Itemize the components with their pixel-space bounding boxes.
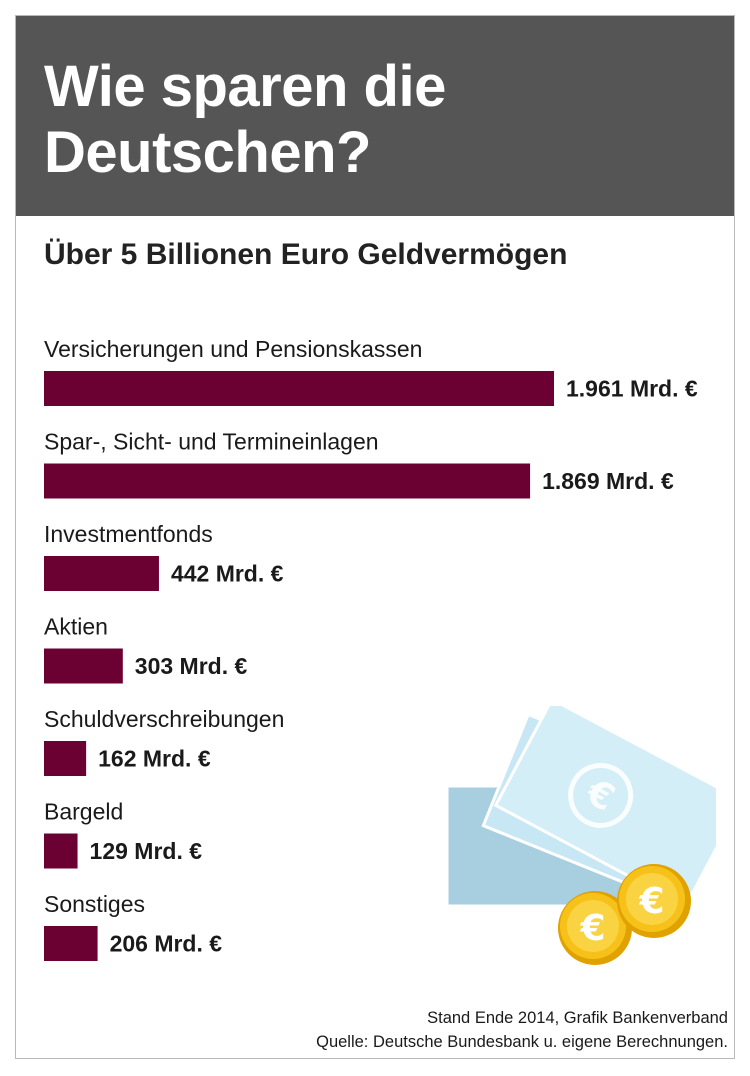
source-note: Stand Ende 2014, Grafik Bankenverband Qu… xyxy=(316,1006,728,1054)
svg-text:€: € xyxy=(579,908,605,949)
bar xyxy=(44,741,87,776)
bar-chart: Versicherungen und Pensionskassen 1.961 M… xyxy=(44,336,698,961)
value-label: 1.961 Mrd. € xyxy=(566,376,698,402)
value-label: 442 Mrd. € xyxy=(171,561,284,587)
value-label: 206 Mrd. € xyxy=(110,931,223,957)
bar xyxy=(44,926,98,961)
footer-line-2: Quelle: Deutsche Bundesbank u. eigene Be… xyxy=(316,1033,728,1051)
category-label: Aktien xyxy=(44,614,108,640)
category-label: Bargeld xyxy=(44,799,123,825)
category-label: Investmentfonds xyxy=(44,521,213,547)
category-label: Sonstiges xyxy=(44,891,145,917)
category-label: Spar-, Sicht- und Termineinlagen xyxy=(44,429,379,455)
category-label: Schuldverschreibungen xyxy=(44,706,284,732)
bar xyxy=(44,556,159,591)
page-title: Wie sparen die Deutschen? xyxy=(44,54,446,185)
euro-money-icon: € € € xyxy=(445,706,716,965)
value-label: 1.869 Mrd. € xyxy=(542,468,674,494)
bar xyxy=(44,371,554,406)
chart-subtitle: Über 5 Billionen Euro Geldvermögen xyxy=(44,238,568,271)
value-label: 162 Mrd. € xyxy=(98,746,211,772)
bar xyxy=(44,463,531,499)
value-label: 303 Mrd. € xyxy=(135,653,248,679)
value-label: 129 Mrd. € xyxy=(90,838,203,864)
category-label: Versicherungen und Pensionskassen xyxy=(44,336,422,362)
infographic-frame: Wie sparen die Deutschen? Über 5 Billion… xyxy=(15,15,735,1059)
footer-line-1: Stand Ende 2014, Grafik Bankenverband xyxy=(427,1009,728,1027)
svg-text:€: € xyxy=(638,881,664,922)
bar xyxy=(44,648,123,684)
header-banner: Wie sparen die Deutschen? xyxy=(16,16,734,216)
bar xyxy=(44,833,78,869)
